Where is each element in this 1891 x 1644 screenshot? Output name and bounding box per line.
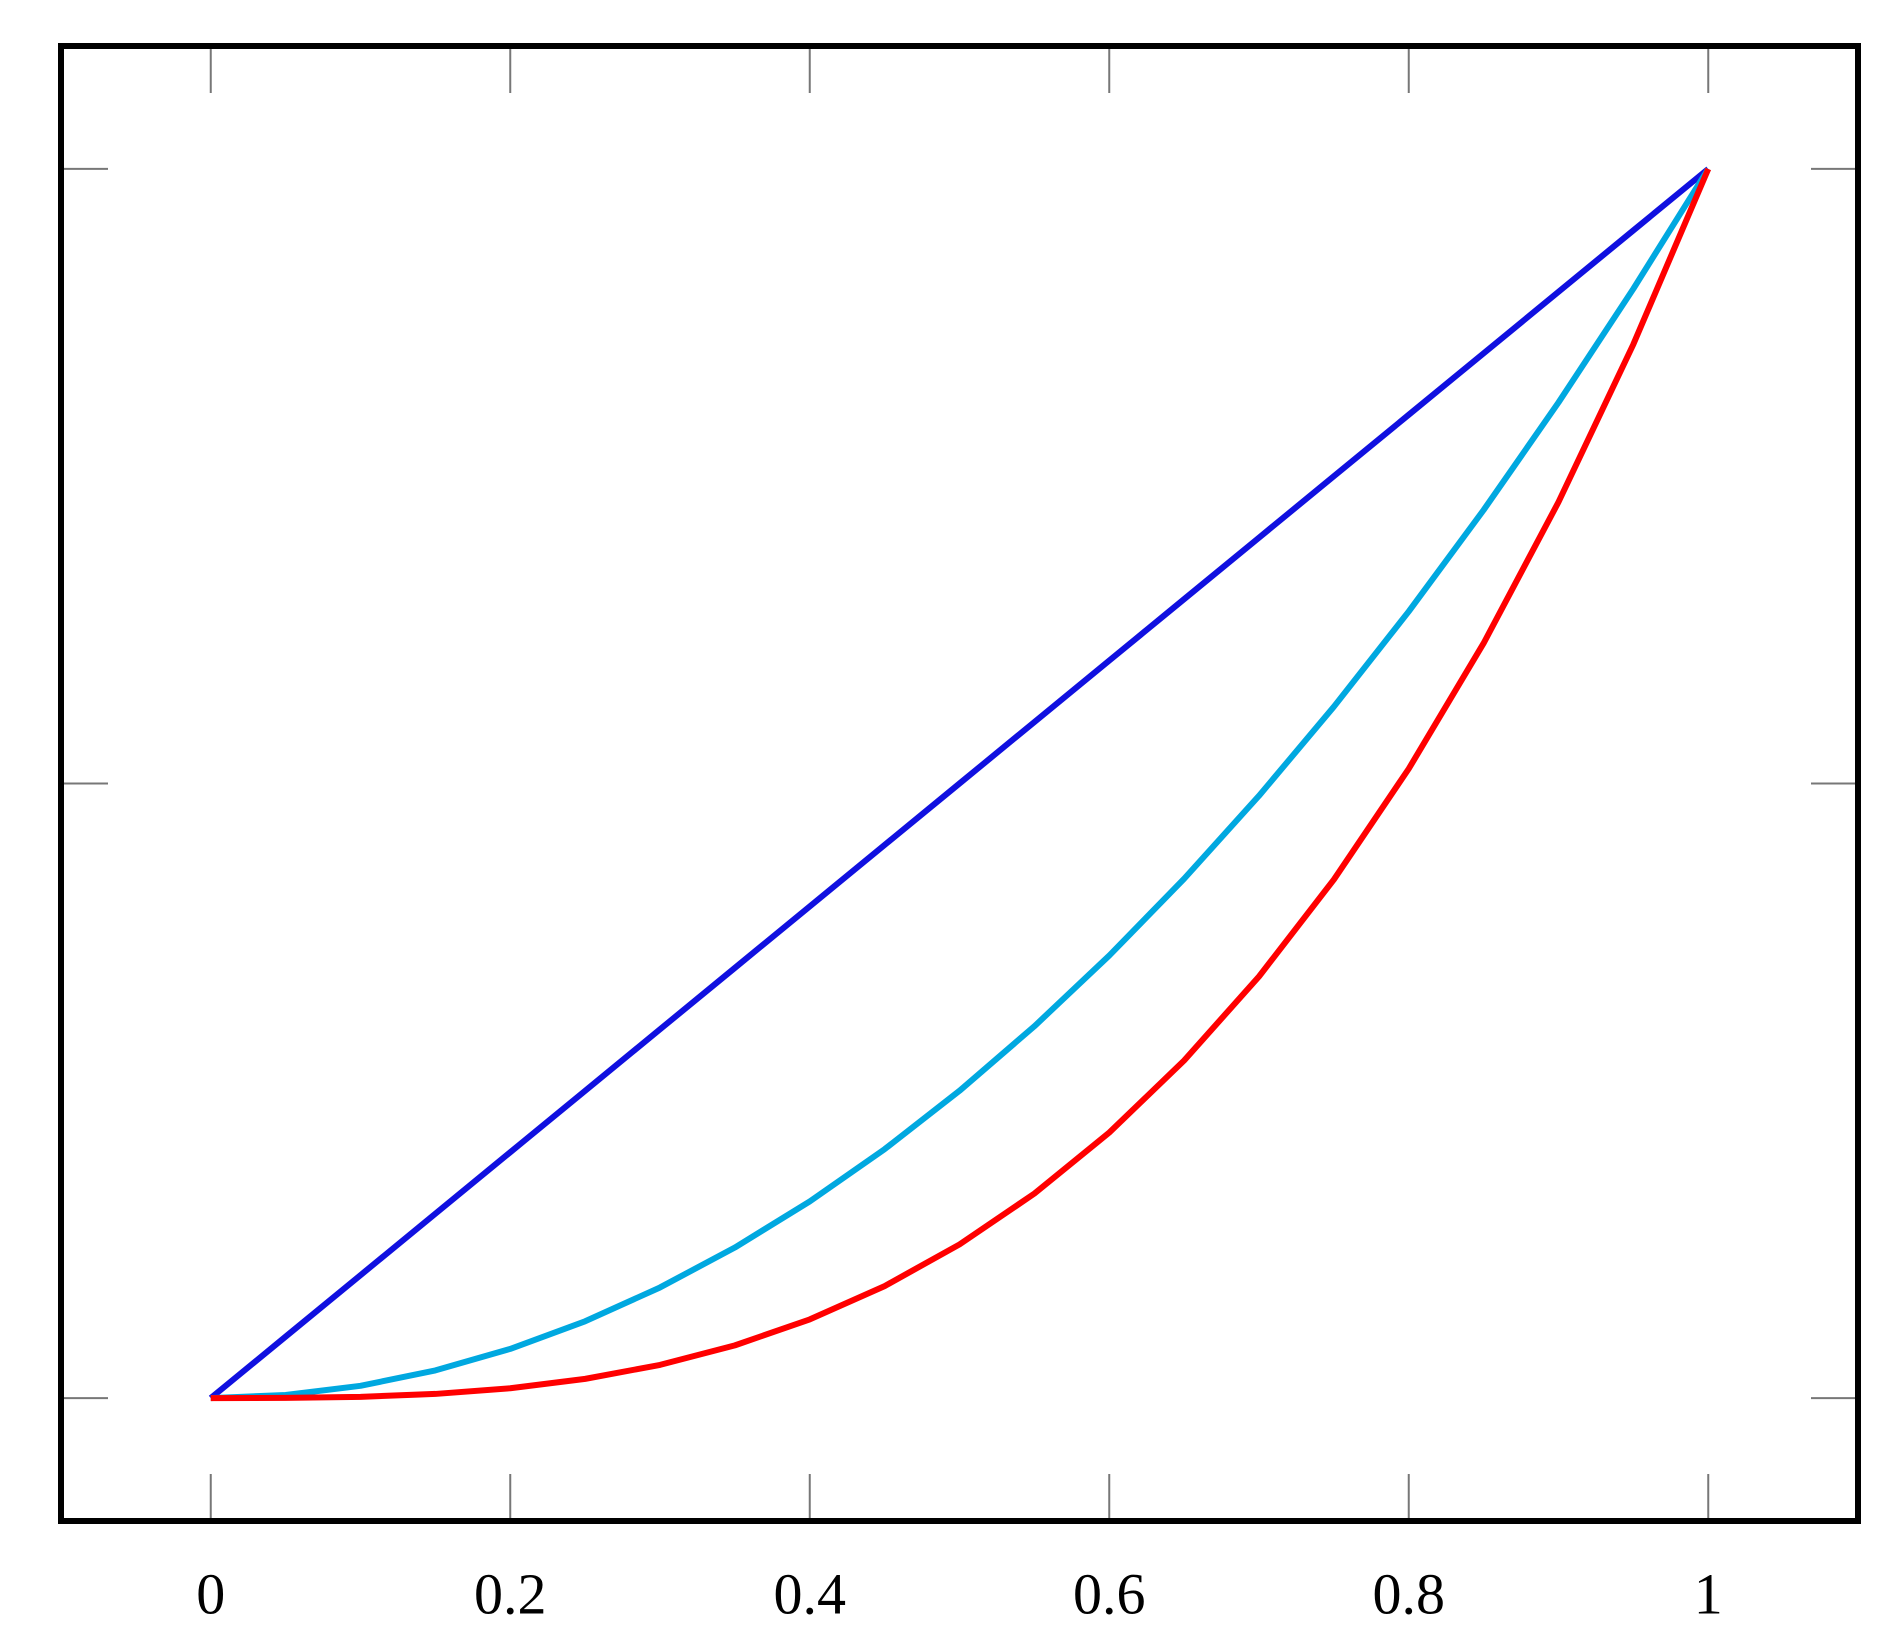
x-tick-label: 1	[1694, 1561, 1723, 1626]
plot-frame	[58, 43, 1861, 1524]
x-tick-label: 0.6	[1073, 1561, 1146, 1626]
x-tick-label: 0.2	[474, 1561, 547, 1626]
x-tick-label: 0.4	[774, 1561, 847, 1626]
series-line	[210, 167, 1712, 1402]
x-tick-label: 0.8	[1373, 1561, 1446, 1626]
series-line	[208, 166, 1711, 1401]
x-tick-label: 0	[196, 1561, 225, 1626]
series-line	[210, 167, 1711, 1402]
